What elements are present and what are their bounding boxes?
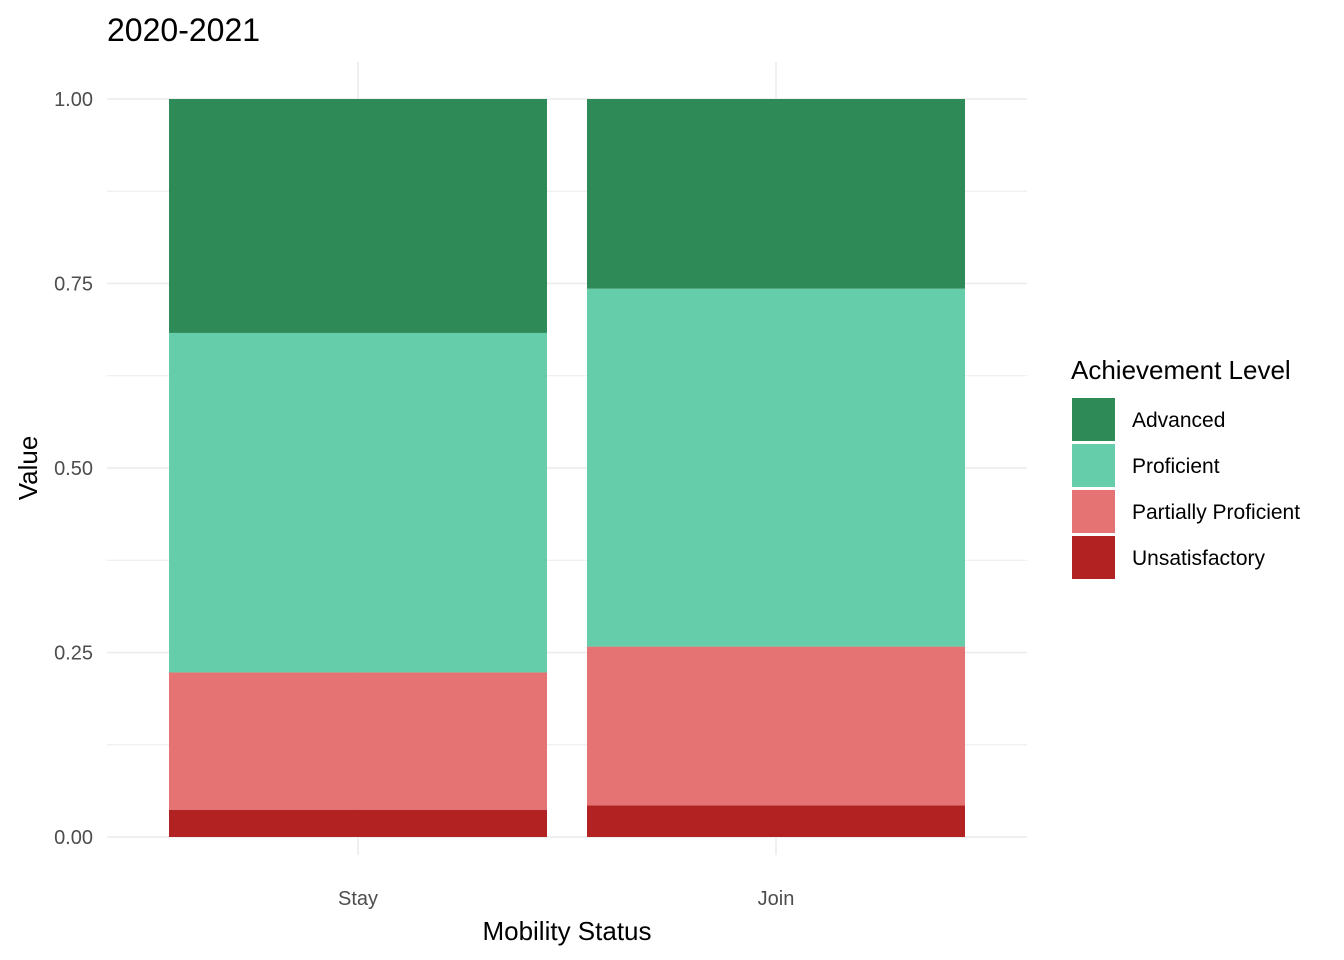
bar-segment-stay-partially-proficient	[169, 672, 547, 810]
legend-swatch	[1072, 536, 1115, 579]
legend: Achievement Level Advanced Proficient Part…	[1071, 355, 1300, 579]
legend-swatch	[1072, 490, 1115, 533]
legend-label: Partially Proficient	[1132, 501, 1300, 524]
bar-segment-join-partially-proficient	[587, 646, 965, 806]
legend-label: Unsatisfactory	[1132, 547, 1266, 570]
bar-segment-stay-unsatisfactory	[169, 809, 547, 837]
y-tick-labels: 0.00 0.25 0.50 0.75 1.00	[54, 89, 93, 849]
y-tick-label: 0.25	[54, 643, 93, 665]
legend-swatch	[1072, 398, 1115, 441]
x-tick-label: Join	[758, 888, 795, 910]
bar-segment-join-unsatisfactory	[587, 805, 965, 837]
bars	[169, 99, 965, 837]
y-tick-label: 0.75	[54, 274, 93, 296]
y-tick-label: 1.00	[54, 89, 93, 111]
legend-label: Advanced	[1132, 409, 1225, 432]
x-tick-label: Stay	[338, 888, 378, 910]
bar-segment-join-proficient	[587, 288, 965, 647]
y-tick-label: 0.00	[54, 827, 93, 849]
chart-title: 2020-2021	[107, 12, 260, 48]
x-tick-labels: Stay Join	[338, 888, 794, 910]
bar-segment-stay-proficient	[169, 332, 547, 673]
y-tick-label: 0.50	[54, 458, 93, 480]
legend-title: Achievement Level	[1071, 355, 1291, 385]
x-axis-title: Mobility Status	[482, 916, 651, 946]
bar-segment-stay-advanced	[169, 99, 547, 333]
legend-label: Proficient	[1132, 455, 1220, 478]
bar-segment-join-advanced	[587, 99, 965, 289]
y-axis-title: Value	[13, 436, 43, 501]
legend-swatch	[1072, 444, 1115, 487]
